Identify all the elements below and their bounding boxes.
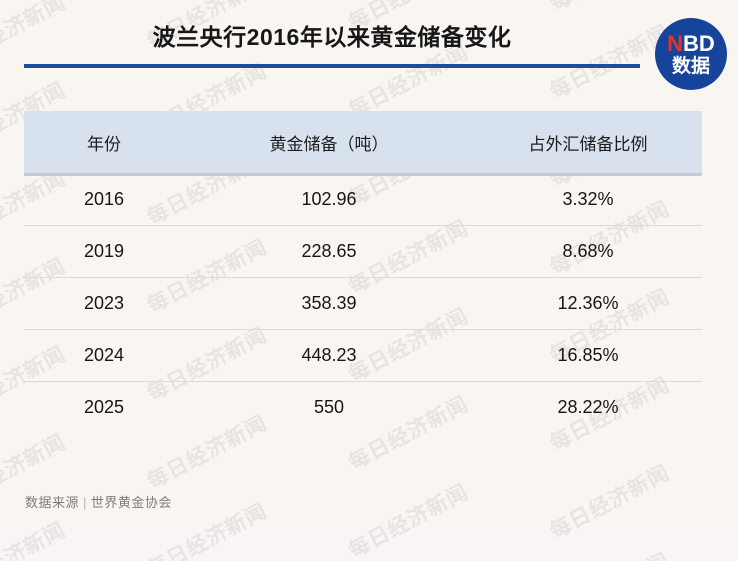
header-underline bbox=[24, 173, 702, 176]
source-separator: | bbox=[83, 495, 87, 510]
cell-share: 28.22% bbox=[557, 396, 619, 417]
cell-year: 2024 bbox=[83, 344, 125, 365]
cell-share: 12.36% bbox=[557, 292, 619, 313]
cell-year: 2016 bbox=[83, 188, 125, 209]
cell-gold: 358.39 bbox=[301, 292, 357, 313]
cell-share: 16.85% bbox=[557, 344, 619, 365]
logo-letter-n: N bbox=[667, 30, 684, 56]
table-header-row: 年份 黄金储备（吨） 占外汇储备比例 bbox=[24, 111, 702, 173]
cell-gold: 228.65 bbox=[301, 240, 357, 261]
cell-share: 3.32% bbox=[562, 188, 614, 209]
nbd-logo: NBD 数据 bbox=[655, 18, 727, 90]
column-header-year: 年份 bbox=[87, 134, 121, 154]
logo-wordmark: NBD bbox=[667, 30, 715, 56]
cell-year: 2025 bbox=[83, 396, 125, 417]
table-row: 2023 358.39 12.36% bbox=[24, 277, 702, 329]
logo-letters-bd: BD bbox=[683, 30, 715, 56]
table-row: 2016 102.96 3.32% bbox=[24, 173, 702, 225]
bottom-tint-band bbox=[0, 530, 738, 561]
cell-share: 8.68% bbox=[562, 240, 614, 261]
title-divider bbox=[24, 64, 640, 68]
cell-year: 2023 bbox=[83, 292, 125, 313]
page-title: 波兰央行2016年以来黄金储备变化 bbox=[152, 24, 512, 50]
table-row: 2024 448.23 16.85% bbox=[24, 329, 702, 381]
source-label: 数据来源 bbox=[25, 495, 80, 510]
watermark-text: 每日经济新闻 bbox=[544, 0, 675, 17]
source-value: 世界黄金协会 bbox=[90, 495, 172, 510]
source-footer: 数据来源 | 世界黄金协会 bbox=[25, 492, 172, 511]
cell-gold: 102.96 bbox=[301, 188, 357, 209]
cell-gold: 550 bbox=[313, 396, 345, 417]
table-row: 2025 550 28.22% bbox=[24, 381, 702, 433]
column-header-share: 占外汇储备比例 bbox=[528, 134, 648, 154]
data-table: 年份 黄金储备（吨） 占外汇储备比例 2016 102.96 3.32% 201… bbox=[24, 111, 702, 433]
table-row: 2019 228.65 8.68% bbox=[24, 225, 702, 277]
logo-subtitle: 数据 bbox=[671, 55, 710, 77]
column-header-gold: 黄金储备（吨） bbox=[269, 134, 389, 154]
cell-gold: 448.23 bbox=[301, 344, 357, 365]
cell-year: 2019 bbox=[83, 240, 125, 261]
